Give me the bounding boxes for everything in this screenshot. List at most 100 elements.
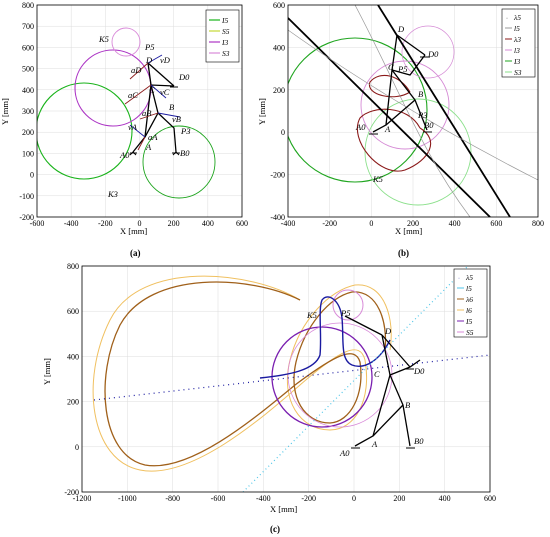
panel-c-plot	[92, 266, 490, 492]
panel-a-labels: K5 P5 D vD D0 aD vC aC C B aB vB P3 vA a…	[98, 34, 190, 199]
mechanism-c	[344, 315, 421, 447]
panel-c-legend: · λ5 l5 λ6 l6 I5 S5	[453, 268, 488, 338]
label-b-p5: P5	[397, 64, 407, 74]
y-tick-label: 400	[273, 43, 285, 52]
label-a0: A0	[119, 150, 130, 160]
y-tick-label: 0	[30, 171, 34, 180]
y-tick-label: 100	[22, 149, 34, 158]
panel-b-ylabel: Y [mm]	[257, 98, 267, 125]
legend-a-i3: I3	[221, 38, 228, 47]
label-b-p3: P3	[417, 110, 427, 120]
panel-c-frame	[81, 265, 491, 493]
y-tick-label: -200	[64, 488, 79, 497]
circle-s3-b	[364, 98, 472, 206]
panel-c-ylabel: Y [mm]	[42, 358, 52, 385]
curve-lambda5-c	[259, 296, 391, 379]
label-c: C	[149, 85, 155, 95]
panel-b-xlabel: X [mm]	[395, 226, 422, 236]
x-tick-label: -600	[30, 219, 45, 228]
legend-c-s5: S5	[466, 328, 474, 337]
legend-c-lambda6: λ6	[465, 295, 473, 304]
y-tick-label: -200	[19, 213, 34, 222]
ground-b0	[172, 151, 180, 156]
panel-a: K5 P5 D vD D0 aD vC aC C B aB vB P3 vA a…	[0, 1, 248, 258]
label-p3: P3	[180, 126, 190, 136]
y-tick-label: -400	[270, 213, 285, 222]
panel-a-xlabel: X [mm]	[120, 226, 147, 236]
legend-b-s3: S3	[514, 68, 522, 77]
label-ad: aD	[131, 65, 142, 75]
legend-b-lambda3: λ3	[513, 35, 521, 44]
x-tick-label: -400	[256, 494, 271, 503]
legend-c-l6: l6	[466, 306, 472, 315]
x-tick-label: -800	[165, 494, 180, 503]
legend-b-l3: l3	[514, 46, 520, 55]
label-aa: aA	[148, 132, 158, 142]
curve-l5-b	[288, 5, 538, 217]
label-c-p5: P5	[340, 308, 350, 318]
x-tick-label: -1200	[73, 494, 92, 503]
legend-c-i5: I5	[465, 317, 472, 326]
panel-c-ticks: -1200 -1000 -800 -600 -400 -200 0 200 400 600 -200…	[64, 262, 496, 503]
label-b-c: C	[388, 62, 394, 72]
ground-a0	[129, 151, 137, 156]
x-tick-label: 400	[449, 219, 461, 228]
panel-c-caption: (c)	[270, 524, 280, 534]
x-tick-label: -400	[64, 219, 79, 228]
label-c-a0: A0	[339, 448, 350, 458]
label-b-a: A	[384, 124, 391, 134]
panel-a-legend: I5 S5 I3 S3	[205, 9, 240, 63]
panel-b-labels: D D0 C P5 B P3 A0 A B0 K5	[355, 24, 439, 184]
x-tick-label: 400	[439, 494, 451, 503]
y-tick-label: 0	[281, 128, 285, 137]
curve-lambda5-2	[377, 5, 511, 217]
panel-b-ticks: -400 -200 0 200 400 600 800 -400 -200 0 200 400 600	[270, 1, 544, 228]
panel-a-ylabel: Y [mm]	[0, 98, 10, 125]
y-tick-label: 800	[67, 262, 79, 271]
y-tick-label: -200	[270, 171, 285, 180]
x-tick-label: -200	[322, 219, 337, 228]
label-c-d: D	[384, 326, 392, 336]
x-tick-label: 400	[202, 219, 214, 228]
label-c-c: C	[374, 369, 380, 379]
label-vd: vD	[160, 55, 171, 65]
legend-a-s3: S3	[222, 49, 230, 58]
label-vc: vC	[160, 87, 170, 97]
vectors-a	[124, 54, 181, 151]
y-tick-label: 600	[273, 1, 285, 10]
x-tick-label: -200	[301, 494, 316, 503]
y-tick-label: 0	[75, 443, 79, 452]
x-tick-label: 0	[352, 494, 356, 503]
label-p5: P5	[144, 42, 154, 52]
panel-c-xlabel: X [mm]	[270, 504, 297, 514]
y-tick-label: 600	[22, 43, 34, 52]
label-a: A	[145, 142, 152, 152]
panel-a-caption: (a)	[130, 248, 141, 258]
panel-b-caption: (b)	[398, 248, 409, 258]
y-tick-label: 600	[67, 307, 79, 316]
x-tick-label: 0	[369, 219, 373, 228]
label-b-d: D	[397, 24, 405, 34]
panel-a-frame	[36, 4, 243, 218]
label-k5: K5	[98, 34, 109, 44]
svg-text:·: ·	[506, 16, 508, 22]
curve-l6-c	[92, 275, 392, 472]
x-tick-label: -1000	[118, 494, 137, 503]
circle-s5-c	[332, 289, 364, 321]
legend-a-s5: S5	[222, 27, 230, 36]
y-tick-label: 200	[273, 86, 285, 95]
label-c-a: A	[371, 439, 378, 449]
y-tick-label: 400	[22, 86, 34, 95]
circle-l5-c	[287, 322, 393, 428]
label-vb: vB	[172, 114, 181, 124]
y-tick-label: 700	[22, 22, 34, 31]
y-tick-label: -100	[19, 192, 34, 201]
x-tick-label: -400	[281, 219, 296, 228]
circle-i3-b	[288, 37, 428, 183]
x-tick-label: -600	[211, 494, 226, 503]
x-tick-label: 600	[236, 219, 248, 228]
panel-b-frame	[287, 4, 539, 218]
label-b-k5: K5	[372, 174, 383, 184]
label-c-k5: K5	[306, 310, 317, 320]
